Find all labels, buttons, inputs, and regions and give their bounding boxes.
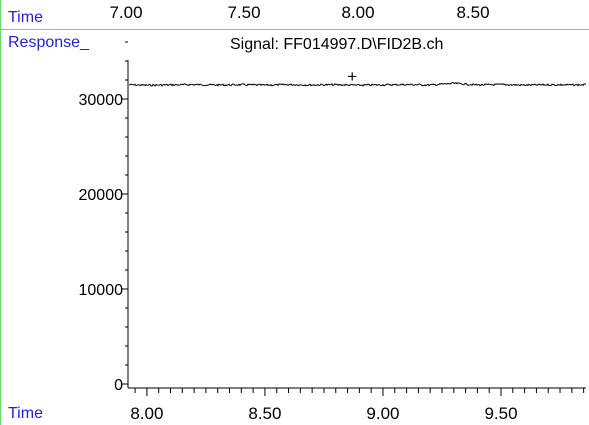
x-tick-label: 8.50 — [248, 404, 281, 423]
left-border-rule — [0, 0, 1, 425]
x-tick-label: 8.00 — [130, 404, 163, 423]
top-tick-label: 8.50 — [456, 3, 490, 22]
header-divider — [0, 29, 589, 30]
cursor-marker: + — [347, 67, 357, 86]
y-tick-label: 0 — [114, 377, 123, 394]
y-tick-label: 10000 — [79, 282, 124, 299]
top-tick-label: 7.00 — [109, 3, 143, 22]
y-tick-label: 20000 — [79, 187, 124, 204]
top-tick-label: 7.50 — [227, 3, 261, 22]
signal-trace — [128, 81, 587, 87]
top-axis-label: Time — [8, 9, 43, 26]
top-tick-label: 8.00 — [341, 3, 375, 22]
x-tick-label: 9.50 — [484, 404, 517, 423]
y-tick-label: 30000 — [79, 92, 124, 109]
chart-title: Signal: FF014997.D\FID2B.ch — [230, 36, 444, 53]
x-axis-label: Time — [8, 405, 43, 422]
y-axis-label: Response_ — [8, 34, 89, 51]
x-tick-label: 9.00 — [366, 404, 399, 423]
